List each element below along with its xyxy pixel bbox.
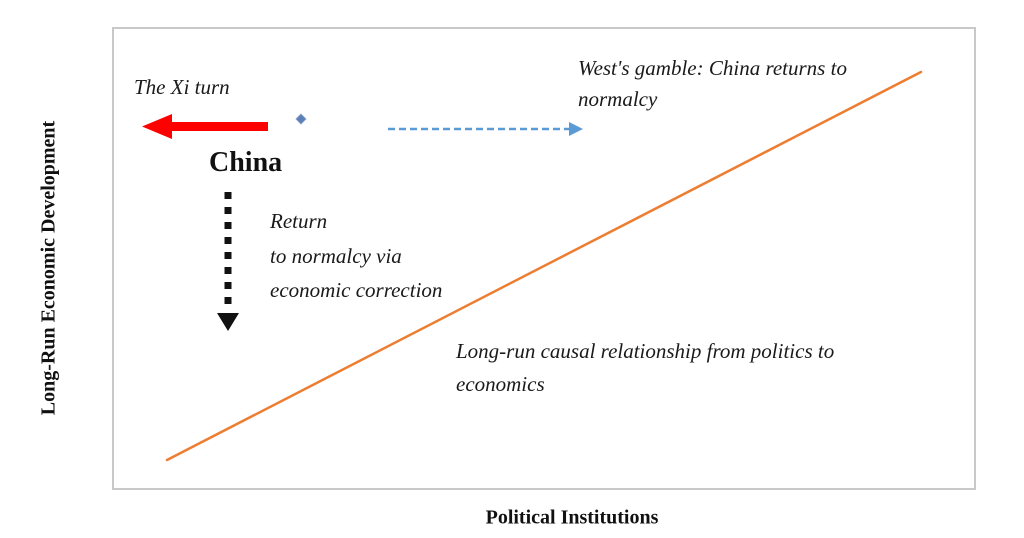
- plot-frame: [112, 27, 976, 490]
- causal-trend-line: [165, 70, 923, 462]
- xi-turn-label: The Xi turn: [134, 75, 230, 99]
- wests-gamble-arrow: [388, 122, 583, 136]
- return-label-line3: economic correction: [270, 278, 443, 302]
- china-label: China: [209, 147, 283, 178]
- y-axis-label: Long-Run Economic Development: [37, 120, 60, 416]
- x-axis-label: Political Institutions: [485, 506, 659, 529]
- return-label-line1: Return: [270, 209, 328, 233]
- china-point-marker: [295, 113, 307, 125]
- wests-gamble-label-line2: normalcy: [578, 87, 658, 111]
- causal-label-line1: Long-run causal relationship from politi…: [456, 339, 835, 363]
- return-label-line2: to normalcy via: [270, 244, 402, 268]
- xi-turn-arrow: [142, 114, 268, 139]
- economic-correction-arrow: [217, 192, 239, 331]
- wests-gamble-label-line1: West's gamble: China returns to: [578, 56, 847, 80]
- causal-label-line2: economics: [456, 372, 545, 396]
